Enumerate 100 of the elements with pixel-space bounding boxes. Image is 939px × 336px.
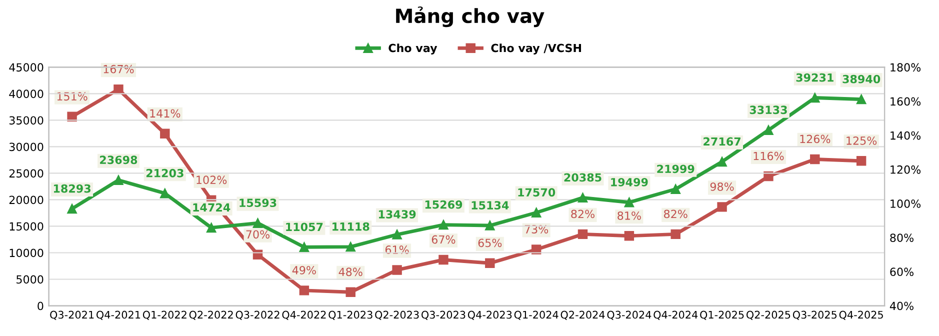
data-label: 81% <box>618 211 641 220</box>
legend-label: Cho vay /VCSH <box>491 44 581 54</box>
point <box>717 156 727 167</box>
x-tick-label: Q4-2021 <box>96 310 140 320</box>
y2-tick-label: 100% <box>890 199 921 208</box>
y2-tick-label: 120% <box>890 165 921 174</box>
data-label: 13439 <box>378 210 416 218</box>
y-tick-label: 30000 <box>9 142 44 152</box>
y-tick-label: 10000 <box>10 248 44 258</box>
point <box>717 202 727 212</box>
y2-tick-label: 60% <box>890 268 914 276</box>
x-tick-label: Q2-2022 <box>189 310 233 320</box>
point <box>206 222 216 233</box>
data-label: 11118 <box>332 222 370 231</box>
point <box>856 156 866 166</box>
data-label: 20385 <box>564 173 602 182</box>
data-label: 14724 <box>193 203 230 212</box>
y-tick-label: 20000 <box>9 196 44 204</box>
data-label: 126% <box>800 134 830 144</box>
data-label: 82% <box>664 210 688 218</box>
data-label: 17570 <box>518 188 556 197</box>
data-label: 23698 <box>100 156 138 164</box>
data-label: 98% <box>710 182 734 191</box>
point <box>438 220 448 230</box>
data-label: 15269 <box>425 200 462 209</box>
x-tick-label: Q4-2023 <box>468 310 512 320</box>
data-label: 33133 <box>750 106 787 114</box>
y2-tick-label: 160% <box>890 97 921 106</box>
x-tick-label: Q1-2022 <box>142 310 186 320</box>
data-label: 19499 <box>611 178 648 186</box>
data-label: 21203 <box>146 168 184 178</box>
x-tick-label: Q1-2023 <box>328 310 372 320</box>
y2-tick-label: 80% <box>890 234 914 242</box>
point <box>578 229 588 240</box>
data-label: 15593 <box>240 198 276 208</box>
data-label: 141% <box>150 109 180 118</box>
data-label: 102% <box>196 176 227 184</box>
data-label: 151% <box>57 92 88 101</box>
x-tick-label: Q3-2025 <box>792 310 837 320</box>
point <box>160 188 170 198</box>
data-label: 38940 <box>842 74 880 84</box>
point <box>624 198 634 208</box>
data-label: 82% <box>571 210 594 218</box>
point <box>299 286 310 296</box>
point <box>346 242 356 252</box>
y-tick-label: 15000 <box>10 222 44 231</box>
data-label: 167% <box>104 64 134 74</box>
y2-tick-label: 140% <box>890 131 921 140</box>
point <box>346 287 356 297</box>
y-tick-label: 40000 <box>9 90 44 98</box>
y-tick-label: 5000 <box>16 275 44 284</box>
point <box>392 230 402 240</box>
legend-label: Cho vay <box>388 44 438 54</box>
x-tick-label: Q3-2023 <box>422 310 466 320</box>
x-tick-label: Q2-2023 <box>375 310 419 320</box>
point <box>856 94 866 104</box>
y2-tick-label: 40% <box>890 302 914 310</box>
data-label: 48% <box>338 268 362 276</box>
x-tick-label: Q4-2024 <box>654 310 698 320</box>
point <box>531 208 542 218</box>
point <box>114 84 124 94</box>
data-label: 11057 <box>286 222 323 232</box>
y-tick-label: 0 <box>38 302 44 310</box>
x-tick-label: Q1-2024 <box>514 310 558 320</box>
data-label: 67% <box>432 235 456 244</box>
data-label: 21999 <box>657 164 694 174</box>
point <box>670 184 680 194</box>
data-label: 27167 <box>704 137 740 146</box>
y-tick-label: 25000 <box>9 169 44 178</box>
x-tick-label: Q3-2021 <box>50 310 94 320</box>
x-tick-label: Q2-2025 <box>746 310 790 320</box>
point <box>252 218 263 228</box>
y-tick-label: 35000 <box>9 116 44 125</box>
point <box>114 175 124 185</box>
data-label: 65% <box>478 238 502 248</box>
x-tick-label: Q4-2025 <box>839 310 883 320</box>
x-tick-label: Q3-2024 <box>607 310 652 320</box>
data-label: 116% <box>754 152 784 160</box>
data-label: 125% <box>846 136 877 145</box>
chart-title: Mảng cho vay <box>396 6 544 28</box>
x-tick-label: Q4-2022 <box>282 310 326 320</box>
data-label: 18293 <box>54 184 90 193</box>
point <box>67 204 77 214</box>
point <box>578 192 588 203</box>
point <box>810 92 820 103</box>
data-label: 15134 <box>472 201 509 210</box>
point <box>485 220 495 230</box>
y-tick-label: 45000 <box>9 63 44 72</box>
point <box>485 258 495 268</box>
x-tick-label: Q3-2022 <box>236 310 280 320</box>
x-tick-label: Q2-2024 <box>560 310 605 320</box>
point <box>810 154 820 164</box>
data-label: 39231 <box>796 73 834 82</box>
data-label: 49% <box>292 266 316 274</box>
point <box>160 128 170 139</box>
point <box>670 229 680 240</box>
data-label: 70% <box>246 230 270 239</box>
x-tick-label: Q1-2025 <box>700 310 744 320</box>
point <box>299 242 310 252</box>
point <box>764 125 774 135</box>
